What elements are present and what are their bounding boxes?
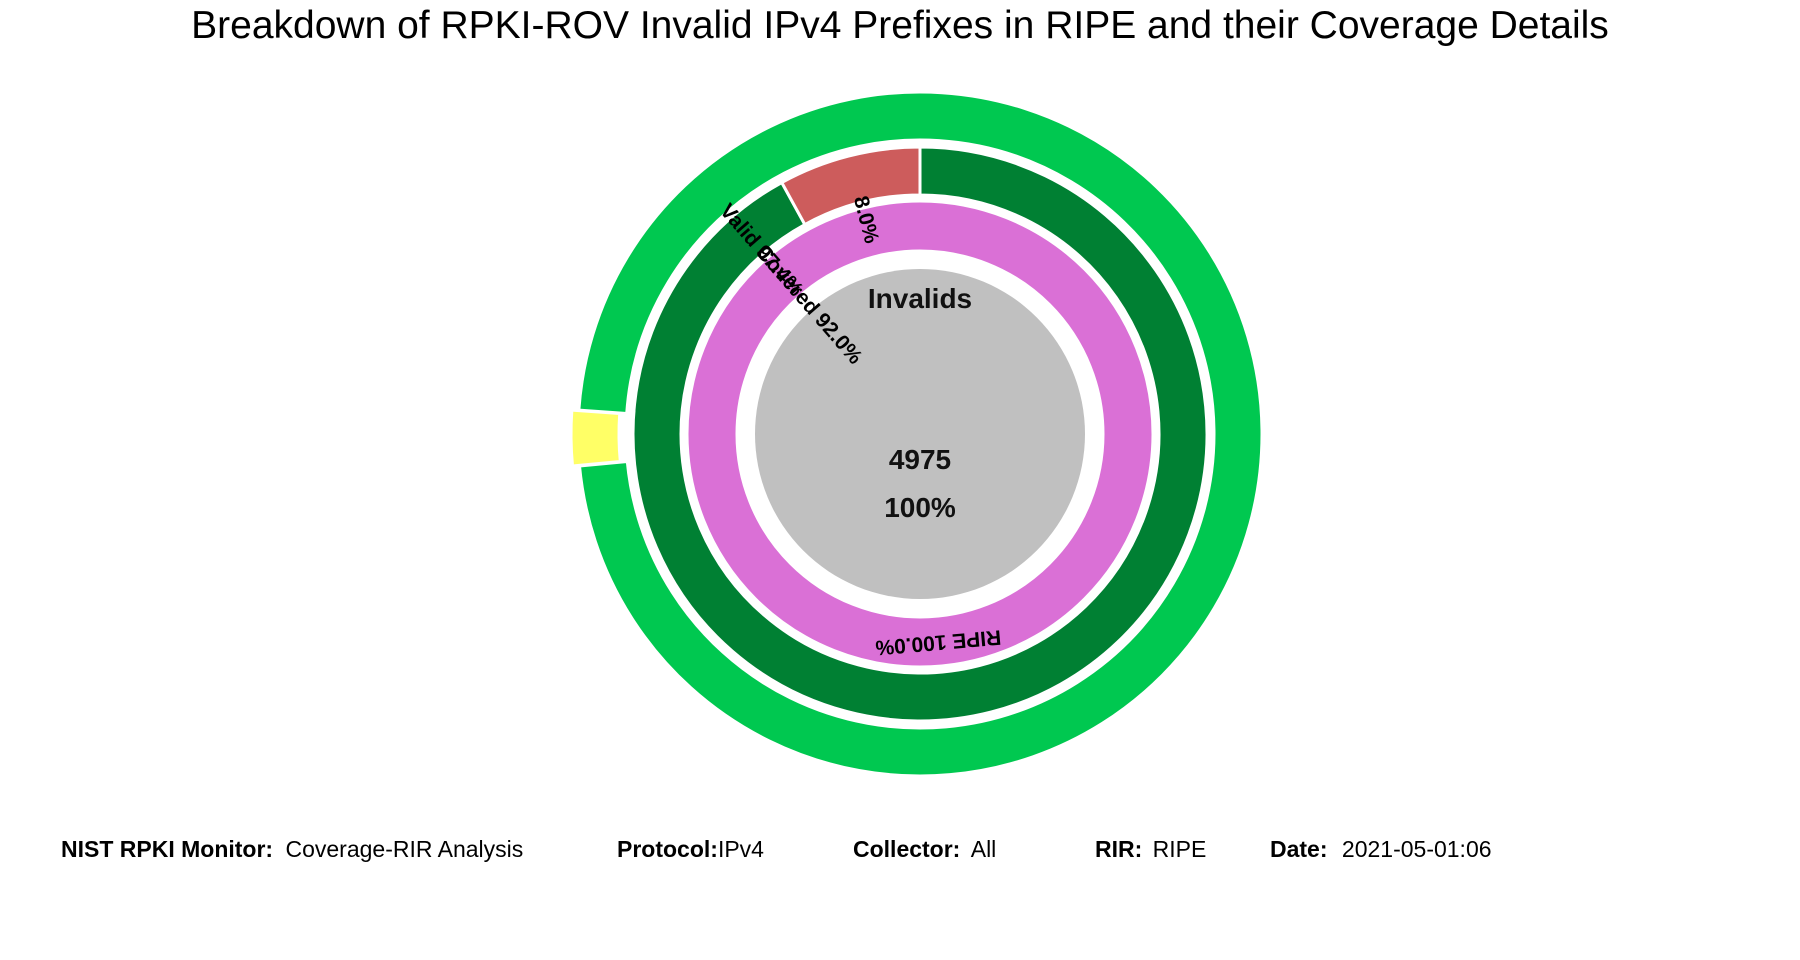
footer-rir-key: RIR:: [1095, 836, 1143, 862]
footer-date-key: Date:: [1270, 836, 1328, 862]
footer: NIST RPKI Monitor: Coverage-RIR Analysis…: [0, 836, 1800, 876]
segment-coverage-not-covered: [779, 145, 922, 227]
footer-protocol-key: Protocol:: [617, 836, 718, 862]
center-title: Invalids: [868, 283, 972, 314]
footer-rir-value: RIPE: [1152, 836, 1207, 862]
segment-validity-other: [569, 408, 622, 468]
footer-monitor: NIST RPKI Monitor: Coverage-RIR Analysis: [61, 836, 523, 863]
footer-protocol-value: IPv4: [717, 836, 764, 862]
footer-collector-key: Collector:: [853, 836, 961, 862]
footer-collector-value: All: [970, 836, 997, 862]
footer-date: Date: 2021-05-01:06: [1270, 836, 1492, 863]
segment-validity-valid: [577, 90, 1264, 778]
center-percent: 100%: [884, 492, 956, 523]
segment-coverage-covered: [631, 145, 1209, 723]
footer-date-value: 2021-05-01:06: [1341, 836, 1492, 862]
center-count: 4975: [889, 444, 951, 475]
segment-center-invalids: [755, 269, 1085, 599]
chart-title: Breakdown of RPKI-ROV Invalid IPv4 Prefi…: [191, 4, 1609, 47]
footer-protocol: Protocol:IPv4: [617, 836, 764, 863]
rings-layer: [569, 90, 1264, 778]
footer-monitor-key: NIST RPKI Monitor:: [61, 836, 274, 862]
segment-rir-ripe: [685, 199, 1155, 669]
footer-rir: RIR: RIPE: [1095, 836, 1206, 863]
footer-monitor-value: Coverage-RIR Analysis: [285, 836, 524, 862]
footer-collector: Collector: All: [853, 836, 996, 863]
